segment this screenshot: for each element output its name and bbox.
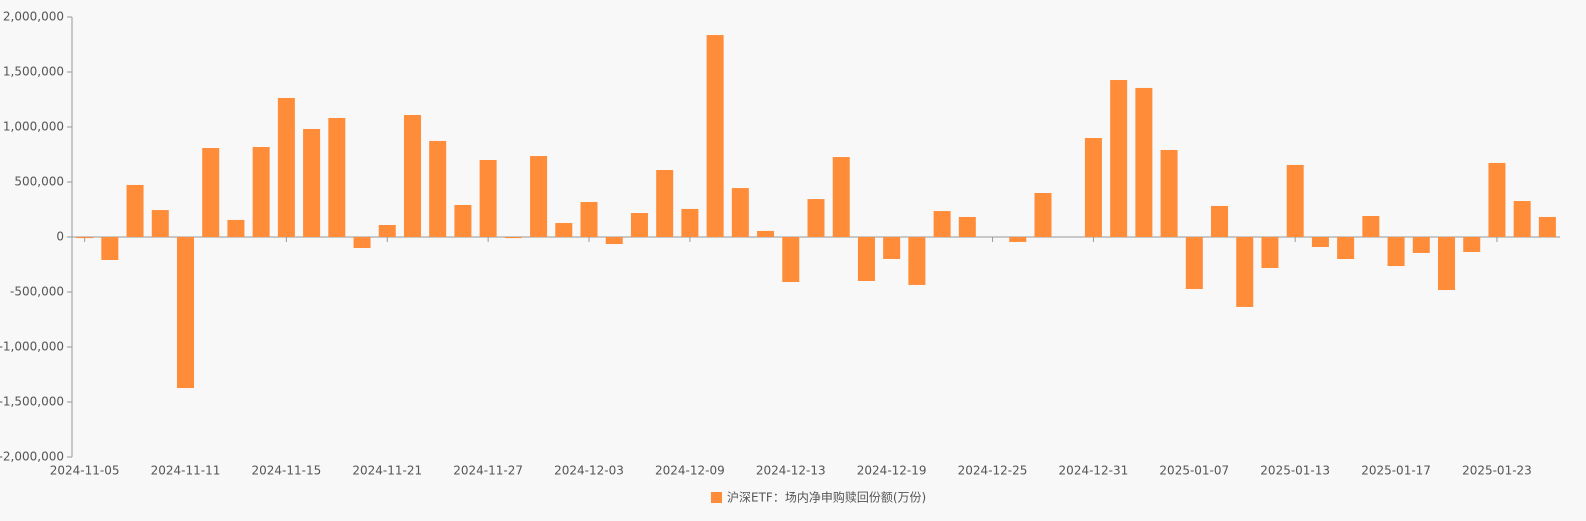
bar	[328, 117, 346, 237]
bar	[832, 157, 850, 237]
bar	[126, 184, 144, 237]
bar	[76, 237, 94, 239]
bar	[933, 211, 951, 237]
bar	[782, 237, 800, 282]
bar	[403, 115, 421, 237]
bar	[580, 202, 598, 237]
bar	[656, 170, 674, 237]
y-tick-label: -2,000,000	[0, 450, 64, 464]
legend-swatch	[711, 492, 722, 503]
bar	[958, 216, 976, 237]
bar	[101, 237, 119, 260]
x-tick-label: 2024-12-31	[1059, 464, 1129, 478]
bar	[1211, 205, 1229, 237]
bar	[807, 199, 825, 237]
bar	[630, 213, 648, 237]
bar	[1084, 138, 1102, 237]
bar	[1034, 193, 1052, 237]
bar	[202, 148, 220, 237]
x-tick-label: 2024-11-05	[50, 464, 120, 478]
bar	[227, 219, 245, 237]
bar	[454, 204, 472, 237]
x-tick-label: 2025-01-17	[1361, 464, 1431, 478]
y-tick-label: 2,000,000	[3, 10, 64, 24]
bar	[1009, 237, 1027, 242]
bar	[277, 97, 295, 238]
bar	[429, 140, 447, 237]
x-tick-label: 2025-01-13	[1260, 464, 1330, 478]
x-tick-label: 2024-11-15	[251, 464, 321, 478]
bar	[151, 210, 169, 237]
x-tick-label: 2024-12-09	[655, 464, 725, 478]
y-tick-label: 1,000,000	[3, 120, 64, 134]
bar	[504, 237, 522, 239]
x-tick-label: 2024-12-25	[958, 464, 1028, 478]
bar	[252, 147, 270, 237]
x-tick-label: 2024-12-13	[756, 464, 826, 478]
bar	[1286, 164, 1304, 237]
bar	[908, 237, 926, 285]
x-tick-label: 2024-11-27	[453, 464, 523, 478]
y-tick-label: 0	[56, 230, 64, 244]
bar	[1513, 201, 1531, 237]
bar	[1261, 237, 1279, 269]
bar	[353, 237, 371, 248]
bar	[706, 35, 724, 237]
bar	[681, 208, 699, 237]
bar	[303, 128, 321, 237]
y-tick-label: 500,000	[14, 175, 64, 189]
x-tick-label: 2024-11-21	[352, 464, 422, 478]
bar	[479, 160, 497, 237]
bar	[605, 237, 623, 245]
x-tick-label: 2024-12-19	[857, 464, 927, 478]
bar	[883, 237, 901, 259]
bar	[1438, 237, 1456, 291]
x-tick-label: 2025-01-07	[1159, 464, 1229, 478]
bar	[1387, 237, 1405, 267]
bar	[731, 188, 749, 237]
bar	[530, 156, 548, 237]
bar	[1362, 215, 1380, 237]
bar	[176, 237, 194, 389]
bar	[1412, 237, 1430, 253]
bar	[378, 225, 396, 237]
x-tick-label: 2024-12-03	[554, 464, 624, 478]
bar	[757, 230, 775, 237]
x-tick-label: 2025-01-23	[1462, 464, 1532, 478]
bar	[1463, 237, 1481, 252]
bar	[1311, 237, 1329, 248]
y-tick-label: -500,000	[10, 285, 64, 299]
bar	[1236, 237, 1254, 307]
y-tick-label: 1,500,000	[3, 65, 64, 79]
bar	[1488, 162, 1506, 237]
bar	[555, 223, 573, 237]
y-tick-label: -1,000,000	[0, 340, 64, 354]
legend-label: 沪深ETF：场内净申购赎回份额(万份)	[727, 490, 926, 505]
x-tick-label: 2024-11-11	[151, 464, 221, 478]
bar	[1185, 237, 1203, 290]
bar	[1110, 80, 1128, 237]
bar	[857, 237, 875, 281]
bar	[1160, 149, 1178, 237]
bar	[1538, 216, 1556, 237]
bar	[1337, 237, 1355, 259]
bar	[1135, 87, 1153, 237]
y-tick-label: -1,500,000	[0, 395, 64, 409]
